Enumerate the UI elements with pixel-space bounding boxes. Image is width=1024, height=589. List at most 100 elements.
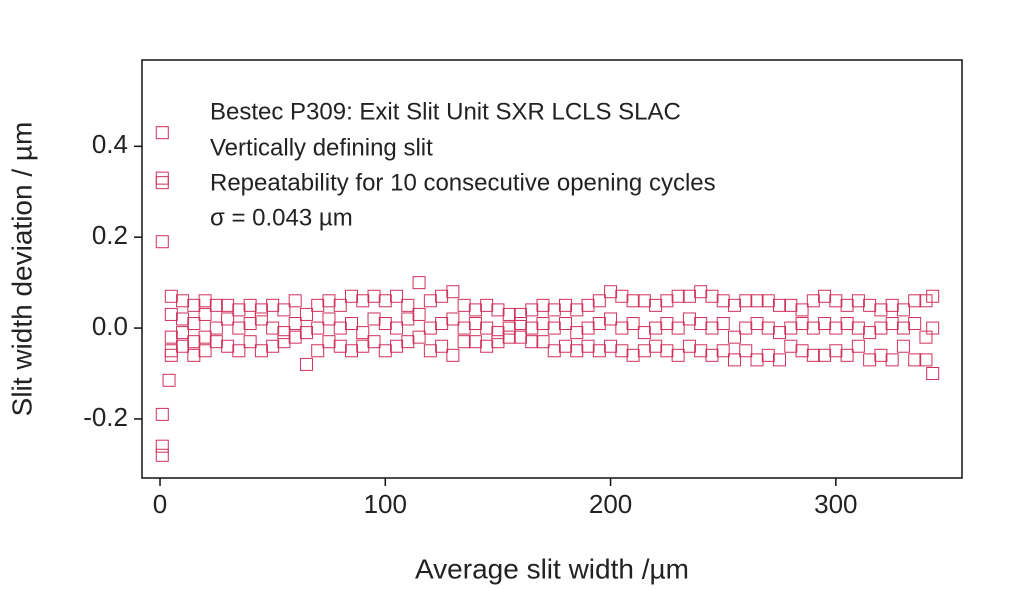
marker: [727, 298, 741, 312]
marker: [446, 348, 460, 362]
marker: [806, 321, 820, 335]
marker: [649, 339, 663, 353]
marker: [480, 339, 494, 353]
marker: [468, 317, 482, 331]
marker: [435, 317, 449, 331]
marker: [176, 339, 190, 353]
marker: [221, 312, 235, 326]
marker: [818, 317, 832, 331]
marker: [750, 353, 764, 367]
marker: [412, 307, 426, 321]
marker: [322, 335, 336, 349]
marker: [908, 317, 922, 331]
marker: [480, 321, 494, 335]
marker: [378, 344, 392, 358]
y-axis-title: Slit width deviation / µm: [6, 122, 37, 417]
marker: [401, 298, 415, 312]
marker: [829, 294, 843, 308]
marker: [926, 367, 940, 380]
marker: [547, 344, 561, 358]
marker: [333, 321, 347, 335]
marker: [739, 294, 753, 308]
marker: [784, 339, 798, 353]
marker: [277, 335, 291, 349]
marker: [412, 330, 426, 344]
marker: [773, 326, 787, 340]
marker: [739, 321, 753, 335]
marker: [784, 298, 798, 312]
marker: [896, 303, 910, 317]
marker: [311, 321, 325, 335]
marker: [694, 285, 708, 299]
marker: [299, 307, 313, 321]
marker: [187, 298, 201, 312]
marker: [277, 303, 291, 317]
marker: [164, 289, 178, 303]
marker: [401, 335, 415, 349]
marker: [671, 321, 685, 335]
marker: [604, 339, 618, 353]
marker: [926, 289, 940, 303]
marker: [322, 312, 336, 326]
marker: [716, 317, 730, 331]
marker: [164, 307, 178, 321]
marker: [513, 330, 527, 344]
marker: [435, 289, 449, 303]
marker: [863, 353, 877, 367]
marker: [795, 303, 809, 317]
marker: [716, 344, 730, 358]
y-tick-label: -0.2: [83, 402, 128, 432]
marker: [155, 235, 169, 249]
marker: [863, 298, 877, 312]
marker: [840, 348, 854, 362]
marker: [390, 321, 404, 335]
marker: [423, 294, 437, 308]
marker: [615, 344, 629, 358]
marker: [615, 289, 629, 303]
marker: [390, 339, 404, 353]
marker: [176, 326, 190, 340]
marker: [649, 321, 663, 335]
marker: [288, 317, 302, 331]
marker: [288, 294, 302, 308]
marker: [863, 326, 877, 340]
marker: [198, 307, 212, 321]
marker: [806, 348, 820, 362]
marker: [333, 339, 347, 353]
marker: [502, 321, 516, 335]
marker: [818, 289, 832, 303]
marker: [795, 344, 809, 358]
marker: [570, 344, 584, 358]
marker: [266, 298, 280, 312]
marker: [266, 321, 280, 335]
marker: [155, 171, 169, 185]
plot-frame: [141, 59, 963, 479]
marker: [435, 339, 449, 353]
marker: [209, 321, 223, 335]
y-tick-label: 0.2: [92, 220, 128, 250]
marker: [378, 317, 392, 331]
marker: [378, 294, 392, 308]
marker: [716, 294, 730, 308]
marker: [187, 348, 201, 362]
marker: [491, 326, 505, 340]
marker: [874, 303, 888, 317]
marker: [908, 294, 922, 308]
marker: [457, 321, 471, 335]
marker: [345, 344, 359, 358]
marker: [502, 307, 516, 321]
marker: [155, 448, 169, 462]
x-tick-label: 0: [153, 489, 167, 519]
marker: [682, 289, 696, 303]
marker: [592, 317, 606, 331]
marker: [626, 317, 640, 331]
marker: [513, 307, 527, 321]
marker: [525, 321, 539, 335]
x-tick-label: 100: [364, 489, 407, 519]
marker: [198, 344, 212, 358]
marker: [209, 335, 223, 349]
marker: [502, 330, 516, 344]
marker: [356, 294, 370, 308]
marker: [367, 335, 381, 349]
